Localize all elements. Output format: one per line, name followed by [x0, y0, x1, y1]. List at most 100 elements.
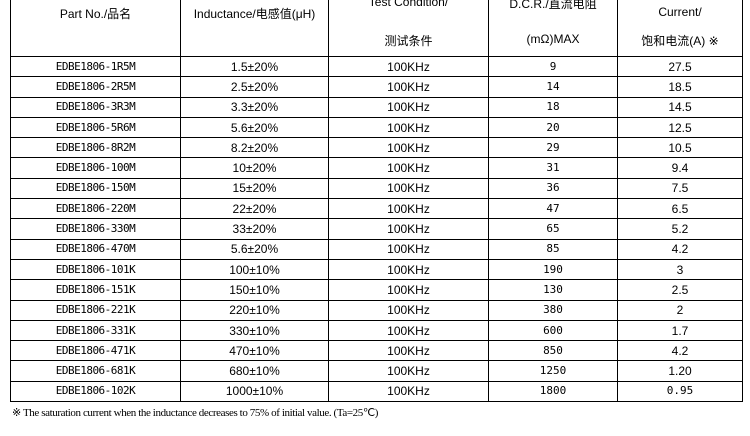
- table-row: EDBE1806-3R3M 3.3±20% 100KHz 18 14.5: [10, 96, 743, 118]
- cell-dcr: 1800: [488, 380, 618, 403]
- cell-dcr: 20: [488, 116, 618, 139]
- cell-part: EDBE1806-101K: [10, 258, 181, 281]
- cell-inductance: 1.5±20%: [180, 55, 329, 78]
- table-row: EDBE1806-102K 1000±10% 100KHz 1800 0.95: [10, 380, 743, 403]
- cell-inductance: 2.5±20%: [180, 76, 329, 98]
- cell-dcr: 190: [488, 258, 618, 281]
- cell-inductance: 5.6±20%: [180, 116, 329, 139]
- cell-inductance: 3.3±20%: [180, 96, 329, 118]
- cell-part: EDBE1806-8R2M: [10, 137, 181, 159]
- cell-part: EDBE1806-5R6M: [10, 116, 181, 139]
- table-row: EDBE1806-220M 22±20% 100KHz 47 6.5: [10, 198, 743, 220]
- cell-inductance: 1000±10%: [180, 380, 329, 403]
- cell-current: 2.5: [617, 279, 743, 301]
- cell-part: EDBE1806-221K: [10, 299, 181, 321]
- cell-current: 1.20: [617, 360, 743, 382]
- cell-current: 12.5: [617, 116, 743, 139]
- cell-test: 100KHz: [328, 360, 489, 382]
- header-dcr-line1: D.C.R./直流电阻: [509, 0, 597, 11]
- cell-current: 4.2: [617, 238, 743, 260]
- cell-part: EDBE1806-331K: [10, 319, 181, 342]
- cell-current: 5.2: [617, 218, 743, 240]
- header-inductance-label: Inductance/电感值(μH): [193, 7, 316, 21]
- cell-dcr: 14: [488, 76, 618, 98]
- cell-current: 10.5: [617, 137, 743, 159]
- table-row: EDBE1806-471K 470±10% 100KHz 850 4.2: [10, 340, 743, 362]
- table-row: EDBE1806-5R6M 5.6±20% 100KHz 20 12.5: [10, 116, 743, 139]
- table-row: EDBE1806-331K 330±10% 100KHz 600 1.7: [10, 319, 743, 342]
- cell-test: 100KHz: [328, 218, 489, 240]
- cell-dcr: 29: [488, 137, 618, 159]
- cell-current: 6.5: [617, 198, 743, 220]
- table-row: EDBE1806-150M 15±20% 100KHz 36 7.5: [10, 177, 743, 200]
- cell-dcr: 36: [488, 177, 618, 200]
- cell-test: 100KHz: [328, 76, 489, 98]
- cell-part: EDBE1806-100M: [10, 157, 181, 179]
- cell-inductance: 15±20%: [180, 177, 329, 200]
- table-row: EDBE1806-101K 100±10% 100KHz 190 3: [10, 258, 743, 281]
- table-row: EDBE1806-330M 33±20% 100KHz 65 5.2: [10, 218, 743, 240]
- cell-part: EDBE1806-150M: [10, 177, 181, 200]
- cell-inductance: 220±10%: [180, 299, 329, 321]
- cell-inductance: 100±10%: [180, 258, 329, 281]
- cell-current: 1.7: [617, 319, 743, 342]
- cell-inductance: 330±10%: [180, 319, 329, 342]
- cell-inductance: 22±20%: [180, 198, 329, 220]
- header-current-line2: 饱和电流(A) ※: [641, 34, 719, 48]
- header-test-line1: Test Condition/: [368, 0, 449, 9]
- cell-test: 100KHz: [328, 258, 489, 281]
- header-part-label: Part No./品名: [59, 7, 132, 21]
- cell-test: 100KHz: [328, 279, 489, 301]
- cell-inductance: 150±10%: [180, 279, 329, 301]
- table-row: EDBE1806-221K 220±10% 100KHz 380 2: [10, 299, 743, 321]
- table-row: EDBE1806-470M 5.6±20% 100KHz 85 4.2: [10, 238, 743, 260]
- cell-dcr: 47: [488, 198, 618, 220]
- header-dcr-line2: (mΩ)MAX: [526, 32, 580, 46]
- header-row: Part No./品名 Inductance/电感值(μH) Test Cond…: [10, 0, 743, 57]
- cell-dcr: 31: [488, 157, 618, 179]
- cell-part: EDBE1806-102K: [10, 380, 181, 403]
- cell-dcr: 1250: [488, 360, 618, 382]
- cell-part: EDBE1806-2R5M: [10, 76, 181, 98]
- cell-dcr: 18: [488, 96, 618, 118]
- cell-dcr: 600: [488, 319, 618, 342]
- cell-inductance: 470±10%: [180, 340, 329, 362]
- header-current: Current/饱和电流(A) ※: [617, 0, 743, 57]
- cell-part: EDBE1806-330M: [10, 218, 181, 240]
- cell-part: EDBE1806-151K: [10, 279, 181, 301]
- cell-test: 100KHz: [328, 137, 489, 159]
- cell-current: 7.5: [617, 177, 743, 200]
- cell-inductance: 680±10%: [180, 360, 329, 382]
- cell-current: 27.5: [617, 55, 743, 78]
- cell-current: 14.5: [617, 96, 743, 118]
- cell-part: EDBE1806-1R5M: [10, 55, 181, 78]
- cell-test: 100KHz: [328, 238, 489, 260]
- header-current-line1: Current/: [658, 5, 702, 19]
- cell-inductance: 10±20%: [180, 157, 329, 179]
- cell-test: 100KHz: [328, 157, 489, 179]
- header-test: Test Condition/测试条件: [328, 0, 489, 57]
- cell-current: 2: [617, 299, 743, 321]
- table-row: EDBE1806-2R5M 2.5±20% 100KHz 14 18.5: [10, 76, 743, 98]
- cell-dcr: 850: [488, 340, 618, 362]
- cell-test: 100KHz: [328, 380, 489, 403]
- table-row: EDBE1806-8R2M 8.2±20% 100KHz 29 10.5: [10, 137, 743, 159]
- cell-dcr: 130: [488, 279, 618, 301]
- header-test-line2: 测试条件: [384, 34, 433, 48]
- cell-test: 100KHz: [328, 96, 489, 118]
- footnote: ※ The saturation current when the induct…: [12, 407, 379, 419]
- cell-current: 0.95: [617, 380, 743, 403]
- table-row: EDBE1806-681K 680±10% 100KHz 1250 1.20: [10, 360, 743, 382]
- cell-dcr: 85: [488, 238, 618, 260]
- cell-current: 18.5: [617, 76, 743, 98]
- header-dcr: D.C.R./直流电阻 (mΩ)MAX: [488, 0, 618, 57]
- cell-test: 100KHz: [328, 319, 489, 342]
- cell-dcr: 380: [488, 299, 618, 321]
- cell-current: 3: [617, 258, 743, 281]
- cell-inductance: 33±20%: [180, 218, 329, 240]
- header-inductance: Inductance/电感值(μH): [180, 0, 329, 57]
- cell-inductance: 5.6±20%: [180, 238, 329, 260]
- table-row: EDBE1806-100M 10±20% 100KHz 31 9.4: [10, 157, 743, 179]
- cell-test: 100KHz: [328, 116, 489, 139]
- cell-current: 9.4: [617, 157, 743, 179]
